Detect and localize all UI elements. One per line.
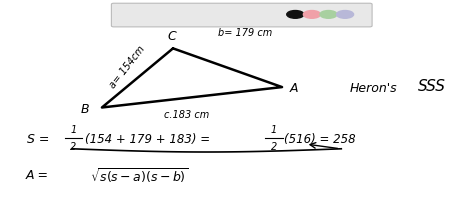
FancyBboxPatch shape	[111, 3, 372, 27]
Text: A =: A =	[26, 169, 49, 182]
Text: S =: S =	[27, 133, 50, 146]
Text: C: C	[138, 10, 144, 19]
Text: 1: 1	[271, 125, 277, 135]
Text: (516) = 258: (516) = 258	[284, 133, 356, 146]
Text: a= 154cm: a= 154cm	[108, 43, 146, 90]
Text: ↺: ↺	[124, 10, 130, 19]
Text: ✂: ✂	[182, 10, 188, 19]
Text: A: A	[213, 10, 219, 19]
Circle shape	[320, 11, 337, 18]
Text: 1: 1	[70, 125, 77, 135]
Circle shape	[303, 11, 320, 18]
Text: A: A	[290, 82, 299, 95]
Text: C: C	[167, 30, 176, 43]
Circle shape	[287, 11, 304, 18]
Circle shape	[337, 11, 354, 18]
Text: B: B	[81, 103, 89, 116]
Text: /: /	[199, 10, 201, 19]
Text: (154 + 179 + 183) =: (154 + 179 + 183) =	[85, 133, 210, 146]
Text: SSS: SSS	[418, 79, 446, 94]
Text: b= 179 cm: b= 179 cm	[218, 28, 272, 38]
Text: ↖: ↖	[152, 10, 159, 19]
Text: ◇: ◇	[168, 10, 173, 19]
Text: Heron's: Heron's	[350, 82, 397, 95]
Text: $\sqrt{s(s-a)(s-b)}$: $\sqrt{s(s-a)(s-b)}$	[90, 166, 189, 185]
Text: 2: 2	[271, 142, 277, 152]
Text: 2: 2	[70, 142, 77, 152]
Text: ⊞: ⊞	[229, 10, 236, 19]
Text: c.183 cm: c.183 cm	[164, 110, 209, 120]
